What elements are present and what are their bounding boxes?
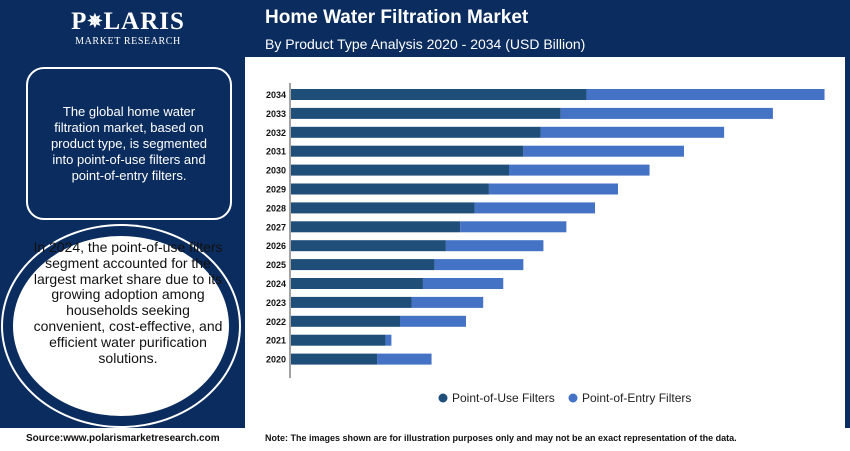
bar-2020-point-of-use [291,353,378,365]
y-tick-label: 2022 [266,317,286,327]
y-tick-label: 2023 [266,298,286,308]
y-tick-label: 2029 [266,185,286,195]
legend-label-point-of-entry: Point-of-Entry Filters [582,391,691,405]
y-tick-label: 2034 [266,90,286,100]
y-tick-label: 2026 [266,241,286,251]
bar-2029-point-of-use [291,183,489,195]
bar-2026-point-of-use [291,240,446,252]
bar-2024-point-of-use [291,278,423,289]
bar-2022-point-of-use [291,315,400,327]
bar-2020-point-of-entry [377,353,432,365]
y-tick-label: 2032 [266,128,286,138]
legend-label-point-of-use: Point-of-Use Filters [452,391,555,405]
legend-marker-point-of-use [438,393,448,403]
left-panel: P✵LARIS MARKET RESEARCH The global home … [0,0,245,428]
bar-2031-point-of-entry [523,145,684,157]
bar-2028-point-of-entry [474,202,596,214]
y-tick-label: 2033 [266,109,286,119]
y-tick-label: 2021 [266,336,286,346]
bar-2032-point-of-entry [540,126,725,138]
bar-2033-point-of-use [291,107,561,119]
bar-2023-point-of-entry [411,296,484,308]
y-tick-label: 2027 [266,222,286,232]
bar-2030-point-of-use [291,164,509,176]
bar-2021-point-of-entry [385,334,392,346]
y-tick-label: 2031 [266,147,286,157]
y-tick-label: 2030 [266,166,286,176]
bar-2034-point-of-entry [586,89,825,100]
brand-logo: P✵LARIS MARKET RESEARCH [68,8,188,47]
intro-box: The global home water filtration market,… [26,67,232,220]
note-text: Note: The images shown are for illustrat… [265,433,737,443]
source-text: Source:www.polarismarketresearch.com [26,433,220,444]
bar-2022-point-of-entry [400,315,466,327]
intro-text: The global home water filtration market,… [50,103,208,183]
y-tick-label: 2020 [266,355,286,365]
highlight-text: In 2024, the point-of-use filters segmen… [33,239,223,366]
bar-2027-point-of-use [291,221,461,233]
chart-header: Home Water Filtration Market By Product … [245,0,850,57]
logo-subtitle: MARKET RESEARCH [75,36,181,47]
bar-chart: 2034 2033 2032 2031 2030 2029 2028 2027 2026 2025… [266,83,825,405]
chart-subtitle: By Product Type Analysis 2020 - 2034 (US… [265,36,586,52]
bar-2027-point-of-entry [460,221,567,233]
bar-2030-point-of-entry [509,164,650,176]
bar-2031-point-of-use [291,145,524,157]
compass-star-icon: ✵ [87,11,104,31]
logo-wordmark: P✵LARIS [71,8,185,35]
bar-2032-point-of-use [291,126,541,138]
bar-2025-point-of-entry [434,259,524,271]
bar-2025-point-of-use [291,259,435,271]
bar-2034-point-of-use [291,89,587,100]
bar-2033-point-of-entry [560,107,773,119]
footer-bar [0,428,850,451]
bar-2026-point-of-entry [445,240,544,252]
bar-2023-point-of-use [291,296,412,308]
bar-2029-point-of-entry [488,183,618,195]
bar-2028-point-of-use [291,202,475,214]
y-tick-label: 2024 [266,279,286,289]
chart-title: Home Water Filtration Market [265,7,529,28]
bar-2021-point-of-use [291,334,386,346]
y-tick-label: 2028 [266,203,286,213]
bar-2024-point-of-entry [422,278,504,289]
y-tick-label: 2025 [266,260,286,270]
legend-marker-point-of-entry [568,393,578,403]
highlight-circle [3,226,239,426]
chart-area: 2034 2033 2032 2031 2030 2029 2028 2027 2026 2025… [245,57,845,428]
